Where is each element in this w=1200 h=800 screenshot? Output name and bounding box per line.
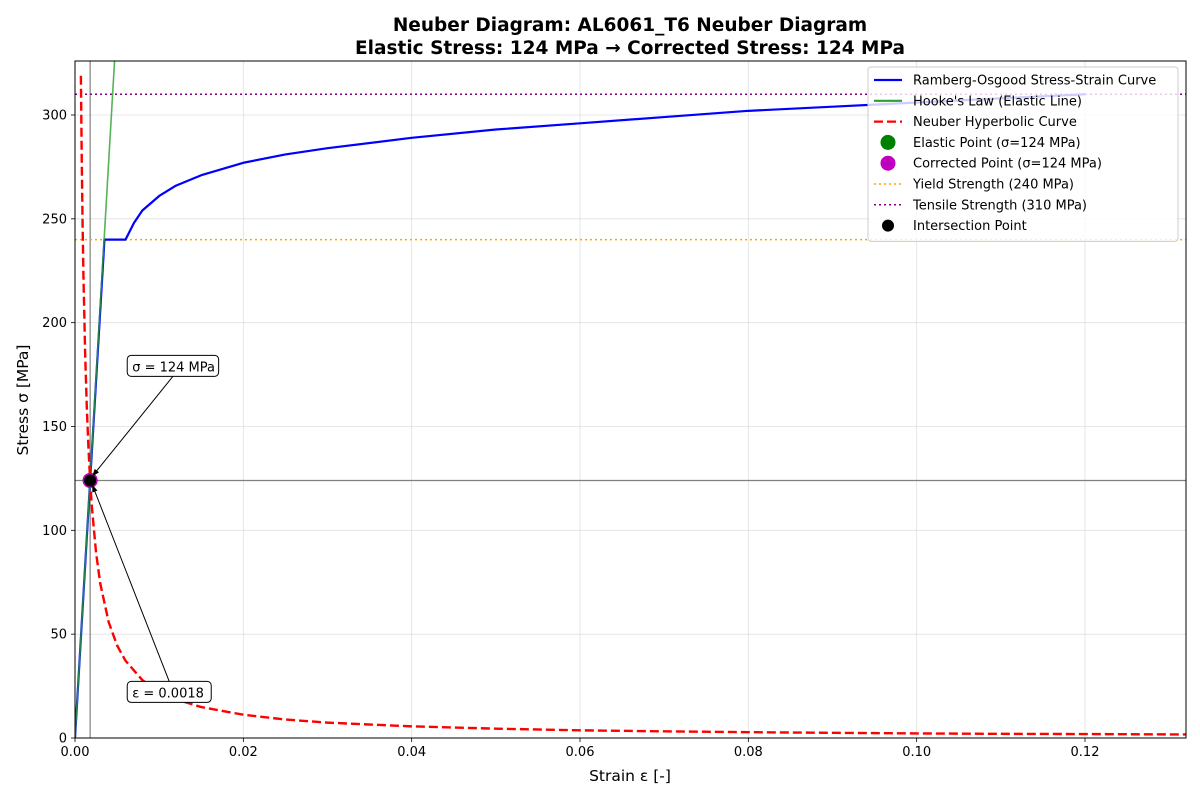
legend-entry: Neuber Hyperbolic Curve (874, 115, 1077, 130)
x-tick-label: 0.08 (734, 745, 763, 760)
x-tick-label: 0.12 (1071, 745, 1100, 760)
legend-label: Tensile Strength (310 MPa) (912, 198, 1087, 213)
legend-label: Intersection Point (913, 219, 1027, 234)
x-tick-label: 0.04 (397, 745, 426, 760)
y-tick-label: 300 (42, 108, 67, 123)
legend-entry: Ramberg-Osgood Stress-Strain Curve (874, 74, 1156, 89)
legend-box (867, 66, 1179, 242)
legend: Ramberg-Osgood Stress-Strain Curve Hooke'… (867, 66, 1179, 242)
y-tick-label: 50 (50, 628, 67, 643)
legend-entry: Elastic Point (σ=124 MPa) (880, 134, 1081, 151)
x-tick-label: 0.06 (566, 745, 595, 760)
series-7-marker (84, 474, 97, 487)
x-tick-label: 0.02 (229, 745, 258, 760)
annotation-arrow (91, 484, 170, 682)
legend-label: Yield Strength (240 MPa) (912, 178, 1074, 193)
annotation-arrowhead (92, 484, 98, 493)
legend-entry: Intersection Point (882, 219, 1027, 234)
legend-label: Corrected Point (σ=124 MPa) (913, 157, 1102, 172)
annotation-box (126, 680, 212, 703)
annotation-arrowhead (92, 468, 99, 477)
legend-swatch (880, 134, 896, 150)
series-2-line (79, 75, 1186, 736)
chart-title: Neuber Diagram: AL6061_T6 Neuber Diagram (393, 15, 867, 36)
legend-label: Hooke's Law (Elastic Line) (913, 94, 1082, 109)
legend-label: Ramberg-Osgood Stress-Strain Curve (913, 74, 1156, 89)
annotation-arrow (91, 376, 174, 477)
y-axis-label: Stress σ [MPa] (14, 345, 32, 456)
reference-lines (75, 61, 1186, 738)
x-tick-label: 0.10 (902, 745, 931, 760)
y-tick-label: 0 (59, 732, 67, 747)
legend-swatch (882, 219, 894, 232)
x-tick-label: 0.00 (61, 745, 90, 760)
series-1-line (75, 61, 116, 738)
legend-label: Neuber Hyperbolic Curve (913, 115, 1077, 130)
series (75, 61, 1186, 738)
annotation-label: ε = 0.0018 (132, 686, 204, 701)
y-tick-label: 100 (42, 524, 67, 539)
y-tick-label: 200 (42, 316, 67, 331)
legend-label: Elastic Point (σ=124 MPa) (913, 136, 1081, 151)
y-tick-label: 150 (42, 420, 67, 435)
ticks: 0.00 0.02 0.04 0.06 0.08 0.10 0.12 0 50 100 150 200… (42, 108, 1099, 760)
chart-subtitle: Elastic Stress: 124 MPa → Corrected Stre… (355, 38, 905, 59)
annotation-box (126, 354, 220, 377)
legend-entry: Corrected Point (σ=124 MPa) (880, 155, 1102, 172)
plot-frame (74, 60, 1187, 739)
legend-swatch (880, 155, 896, 171)
x-axis-label: Strain ε [-] (589, 767, 671, 785)
legend-entry: Yield Strength (240 MPa) (874, 178, 1074, 193)
y-tick-label: 250 (42, 212, 67, 227)
annotation-label: σ = 124 MPa (132, 360, 215, 375)
legend-entry: Tensile Strength (310 MPa) (874, 198, 1087, 213)
legend-entry: Hooke's Law (Elastic Line) (874, 94, 1082, 109)
series-0-line (75, 93, 1086, 738)
annotations: σ = 124 MPa ε = 0.0018 (91, 354, 220, 703)
